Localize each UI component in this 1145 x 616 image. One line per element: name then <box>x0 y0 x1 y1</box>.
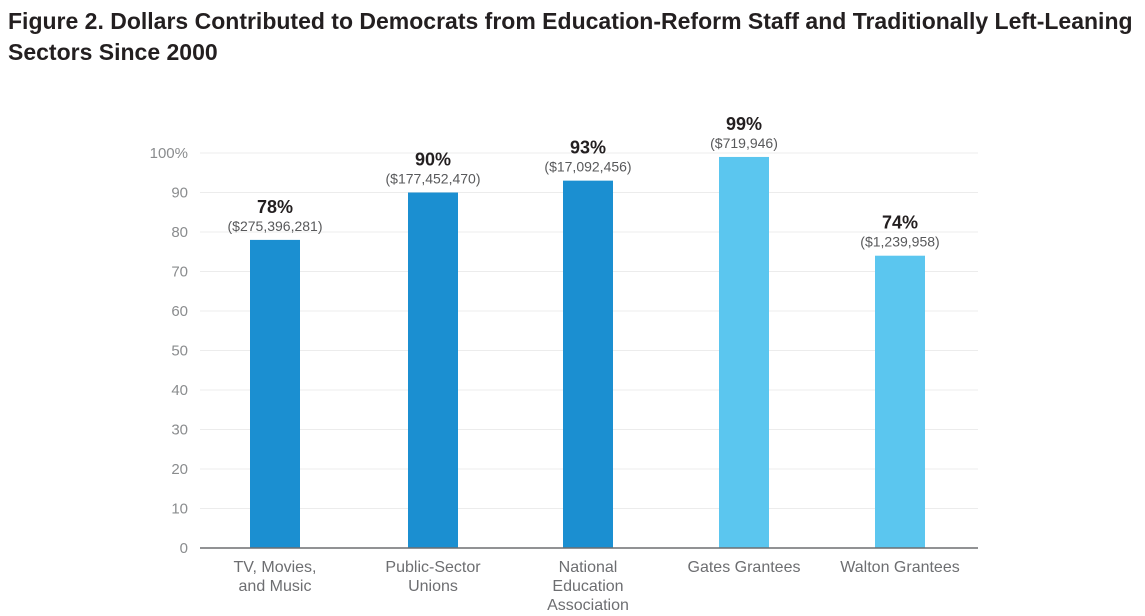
category-label: Association <box>547 597 629 614</box>
dollar-label: ($17,092,456) <box>544 159 631 175</box>
bar <box>875 255 925 548</box>
percent-label: 99% <box>726 114 762 134</box>
bar <box>563 180 613 548</box>
y-tick-label: 10 <box>171 501 188 518</box>
y-tick-label: 20 <box>171 461 188 478</box>
y-tick-label: 30 <box>171 422 188 439</box>
x-axis-categories: TV, Movies, and Music Public-Sector Unions N… <box>234 559 960 614</box>
y-tick-label: 60 <box>171 303 188 320</box>
bar <box>250 239 300 548</box>
dollar-label: ($275,396,281) <box>228 218 323 234</box>
category-label: Gates Grantees <box>688 559 801 576</box>
y-tick-label: 70 <box>171 264 188 281</box>
data-labels: 78%($275,396,281)90%($177,452,470)93%($1… <box>228 114 940 250</box>
category-label: National <box>559 559 618 576</box>
y-tick-label: 90 <box>171 185 188 202</box>
category-label: and Music <box>239 578 312 595</box>
category-label: Public-Sector <box>385 559 481 576</box>
category-label: TV, Movies, <box>234 559 317 576</box>
category-label: Walton Grantees <box>840 559 959 576</box>
y-axis-ticks: 0 10 20 30 40 50 60 70 80 90 100% <box>150 145 188 557</box>
y-tick-label: 40 <box>171 382 188 399</box>
bar <box>719 156 769 548</box>
percent-label: 90% <box>415 150 451 170</box>
y-tick-label: 0 <box>180 540 188 557</box>
y-tick-label: 50 <box>171 343 188 360</box>
bar <box>408 192 458 548</box>
dollar-label: ($719,946) <box>710 135 778 151</box>
y-tick-label: 100% <box>150 145 188 162</box>
dollar-label: ($1,239,958) <box>860 234 939 250</box>
percent-label: 93% <box>570 138 606 158</box>
bars <box>250 156 925 548</box>
y-tick-label: 80 <box>171 224 188 241</box>
dollar-label: ($177,452,470) <box>386 171 481 187</box>
percent-label: 78% <box>257 197 293 217</box>
figure-title: Figure 2. Dollars Contributed to Democra… <box>8 8 1133 65</box>
category-label: Education <box>552 578 623 595</box>
category-label: Unions <box>408 578 458 595</box>
percent-label: 74% <box>882 213 918 233</box>
